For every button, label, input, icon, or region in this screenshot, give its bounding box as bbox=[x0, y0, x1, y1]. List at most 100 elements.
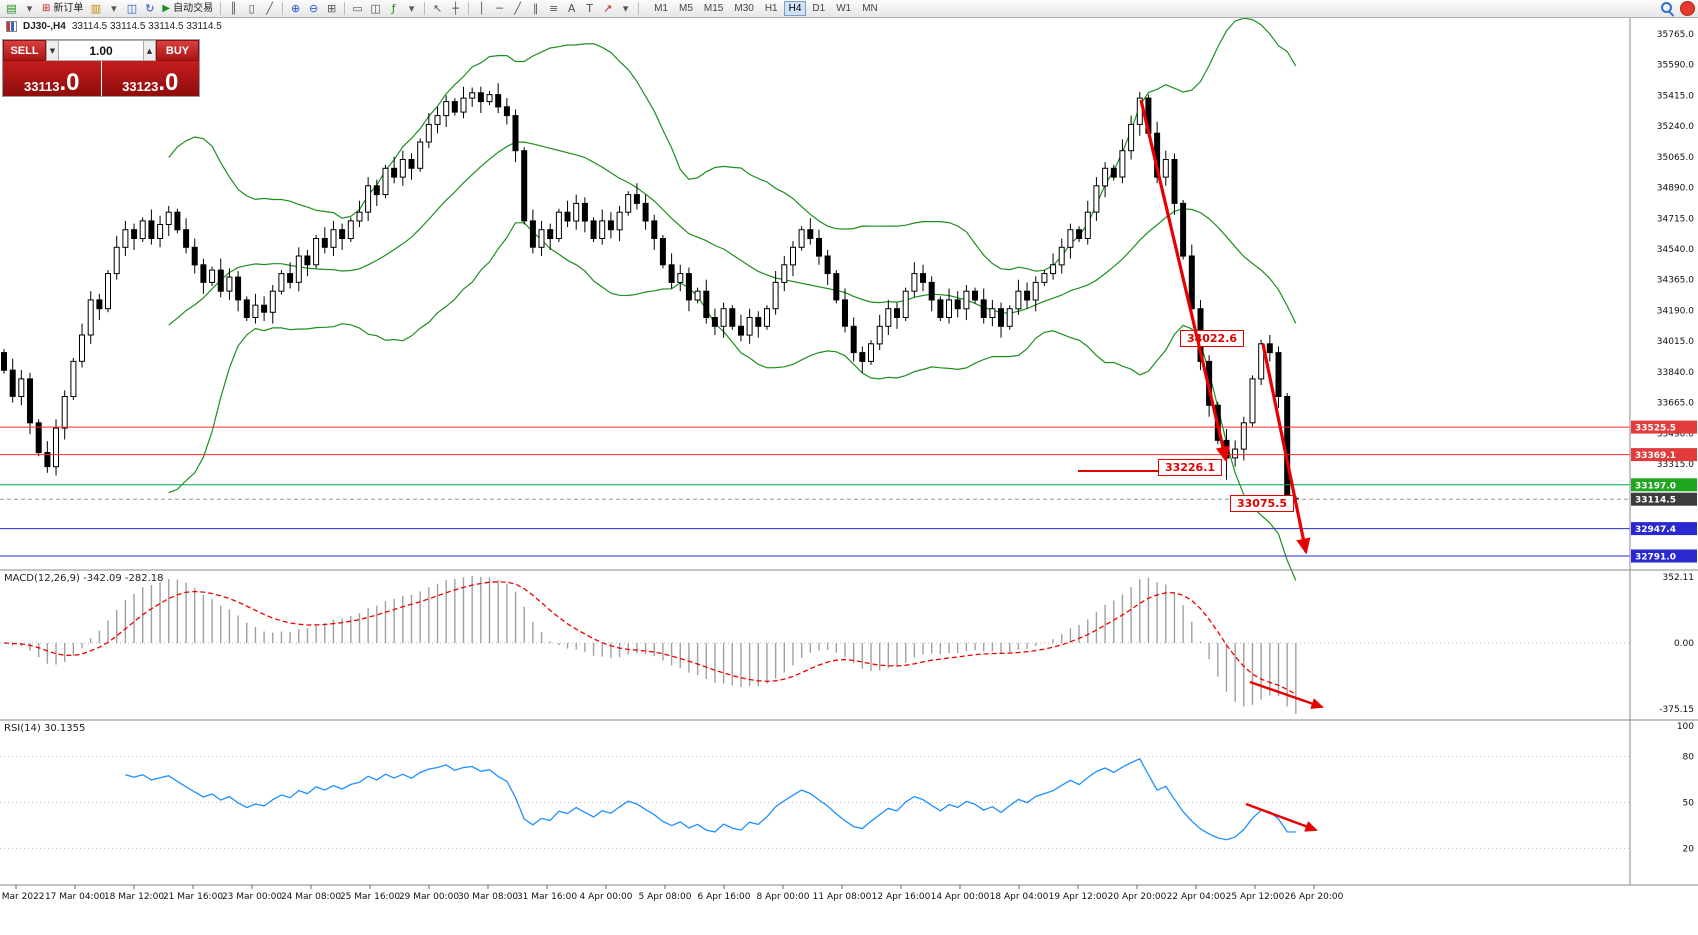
svg-text:35590.0: 35590.0 bbox=[1657, 61, 1694, 71]
autotrade-button[interactable]: ▶ 自动交易 bbox=[159, 1, 216, 17]
one-click-trading-panel: SELL ▼ ▲ BUY 33113.0 33123.0 bbox=[2, 39, 200, 97]
rsi-line bbox=[125, 757, 1296, 841]
sell-price-display[interactable]: 33113.0 bbox=[3, 61, 101, 96]
profiles-dropdown-icon[interactable]: ▾ bbox=[105, 1, 122, 17]
crosshair-icon[interactable]: ┼ bbox=[447, 1, 464, 17]
refresh-icon[interactable]: ↻ bbox=[141, 1, 158, 17]
toolbar-separator bbox=[468, 2, 470, 15]
volume-increase-button[interactable]: ▲ bbox=[143, 40, 156, 61]
svg-text:33525.5: 33525.5 bbox=[1635, 424, 1676, 434]
time-axis-label: 22 Apr 04:00 bbox=[1167, 892, 1226, 902]
timeframe-m5-button[interactable]: M5 bbox=[674, 1, 698, 16]
toolbar-separator bbox=[344, 2, 346, 15]
label-icon[interactable]: T bbox=[581, 1, 598, 17]
price-annotation-level bbox=[1078, 470, 1158, 472]
toolbar-separator bbox=[282, 2, 284, 15]
main-toolbar: ▤ ▾ ⊞ 新订单 ▥ ▾ ◫ ↻ ▶ 自动交易 ║ ▯ ╱ ⊕ ⊖ ⊞ ▭ ◫… bbox=[0, 0, 1698, 18]
buy-price-display[interactable]: 33123.0 bbox=[101, 61, 199, 97]
volume-input[interactable] bbox=[59, 40, 143, 61]
price-tag bbox=[1631, 522, 1697, 536]
timeframe-m1-button[interactable]: M1 bbox=[649, 1, 673, 16]
timeframe-m15-button[interactable]: M15 bbox=[699, 1, 728, 16]
timeframe-m30-button[interactable]: M30 bbox=[729, 1, 758, 16]
symbol-name: DJ30-,H4 bbox=[23, 21, 66, 32]
time-axis-label: 29 Mar 00:00 bbox=[399, 892, 459, 902]
toolbar-separator bbox=[638, 2, 640, 15]
svg-text:35415.0: 35415.0 bbox=[1657, 91, 1694, 101]
svg-text:33490.0: 33490.0 bbox=[1657, 429, 1694, 439]
time-axis-label: 26 Apr 20:00 bbox=[1285, 892, 1344, 902]
timeframe-mn-button[interactable]: MN bbox=[857, 1, 883, 16]
horizontal-line-icon[interactable]: ─ bbox=[491, 1, 508, 17]
price-tag bbox=[1631, 549, 1697, 563]
market-watch-icon[interactable]: ◫ bbox=[123, 1, 140, 17]
svg-text:80: 80 bbox=[1683, 753, 1695, 763]
time-axis-label: 21 Mar 16:00 bbox=[163, 892, 223, 902]
timeframe-h4-button[interactable]: H4 bbox=[783, 1, 807, 16]
trendline-icon[interactable]: ╱ bbox=[509, 1, 526, 17]
cursor-icon[interactable]: ↖ bbox=[429, 1, 446, 17]
svg-text:0.00: 0.00 bbox=[1674, 639, 1694, 649]
text-icon[interactable]: A bbox=[563, 1, 580, 17]
time-axis-label: 5 Apr 08:00 bbox=[639, 892, 692, 902]
time-axis-label: 25 Mar 16:00 bbox=[340, 892, 400, 902]
svg-text:50: 50 bbox=[1683, 799, 1695, 809]
svg-text:32947.4: 32947.4 bbox=[1635, 525, 1676, 535]
shapes-dropdown-icon[interactable]: ▾ bbox=[617, 1, 634, 17]
toolbar-separator bbox=[220, 2, 222, 15]
tile-windows-icon[interactable]: ⊞ bbox=[323, 1, 340, 17]
time-axis-label: 24 Mar 08:00 bbox=[281, 892, 341, 902]
time-axis-label: 4 Apr 00:00 bbox=[580, 892, 633, 902]
timeframe-w1-button[interactable]: W1 bbox=[831, 1, 856, 16]
sell-button[interactable]: SELL bbox=[3, 40, 46, 61]
buy-price-main: 33123 bbox=[122, 78, 159, 94]
buy-price-frac: .0 bbox=[158, 69, 179, 97]
navigator-icon[interactable]: ◫ bbox=[367, 1, 384, 17]
timeframe-h1-button[interactable]: H1 bbox=[760, 1, 783, 16]
toolbar-separator bbox=[424, 2, 426, 15]
price-tag bbox=[1631, 478, 1697, 492]
line-chart-icon[interactable]: ╱ bbox=[261, 1, 278, 17]
new-order-label: 新订单 bbox=[53, 3, 84, 14]
volume-decrease-button[interactable]: ▼ bbox=[46, 40, 59, 61]
price-annotation-swing-high: 34022.6 bbox=[1180, 330, 1244, 347]
indicators-dropdown-icon[interactable]: ▾ bbox=[403, 1, 420, 17]
price-tag bbox=[1631, 448, 1697, 462]
new-order-button[interactable]: ⊞ 新订单 bbox=[39, 1, 86, 17]
buy-button[interactable]: BUY bbox=[156, 40, 199, 61]
time-axis-label: 20 Apr 20:00 bbox=[1108, 892, 1167, 902]
chart-symbol-title: DJ30-,H4 33114.5 33114.5 33114.5 33114.5 bbox=[6, 21, 222, 32]
new-order-icon: ⊞ bbox=[42, 3, 51, 14]
svg-text:33665.0: 33665.0 bbox=[1657, 399, 1694, 409]
bar-chart-icon[interactable]: ║ bbox=[225, 1, 242, 17]
timeframe-d1-button[interactable]: D1 bbox=[807, 1, 830, 16]
time-axis-label: 19 Apr 12:00 bbox=[1049, 892, 1108, 902]
fibonacci-icon[interactable]: ≡ bbox=[545, 1, 562, 17]
time-axis-label: 23 Mar 00:00 bbox=[222, 892, 282, 902]
svg-text:34365.0: 34365.0 bbox=[1657, 276, 1694, 286]
notification-badge[interactable] bbox=[1680, 1, 1695, 16]
candle-chart-icon[interactable]: ▯ bbox=[243, 1, 260, 17]
profiles-icon[interactable]: ▥ bbox=[87, 1, 104, 17]
time-axis-label: 31 Mar 16:00 bbox=[517, 892, 577, 902]
new-chart-icon[interactable]: ▤ bbox=[3, 1, 20, 17]
vertical-line-icon[interactable]: │ bbox=[473, 1, 490, 17]
price-tag bbox=[1631, 420, 1697, 434]
price-tag bbox=[1631, 492, 1697, 506]
svg-text:100: 100 bbox=[1677, 722, 1694, 732]
zoom-in-icon[interactable]: ⊕ bbox=[287, 1, 304, 17]
time-axis-label: 14 Apr 00:00 bbox=[931, 892, 990, 902]
zoom-out-icon[interactable]: ⊖ bbox=[305, 1, 322, 17]
svg-text:35065.0: 35065.0 bbox=[1657, 153, 1694, 163]
svg-text:352.11: 352.11 bbox=[1663, 573, 1695, 583]
channel-icon[interactable]: ∥ bbox=[527, 1, 544, 17]
symbol-ohlc: 33114.5 33114.5 33114.5 33114.5 bbox=[71, 21, 222, 32]
bollinger-band bbox=[168, 141, 1297, 326]
search-icon[interactable] bbox=[1660, 1, 1675, 16]
new-chart-dropdown-icon[interactable]: ▾ bbox=[21, 1, 38, 17]
data-window-icon[interactable]: ▭ bbox=[349, 1, 366, 17]
svg-text:32791.0: 32791.0 bbox=[1635, 553, 1676, 563]
arrow-tool-icon[interactable]: ↗ bbox=[599, 1, 616, 17]
indicators-icon[interactable]: ƒ bbox=[385, 1, 402, 17]
